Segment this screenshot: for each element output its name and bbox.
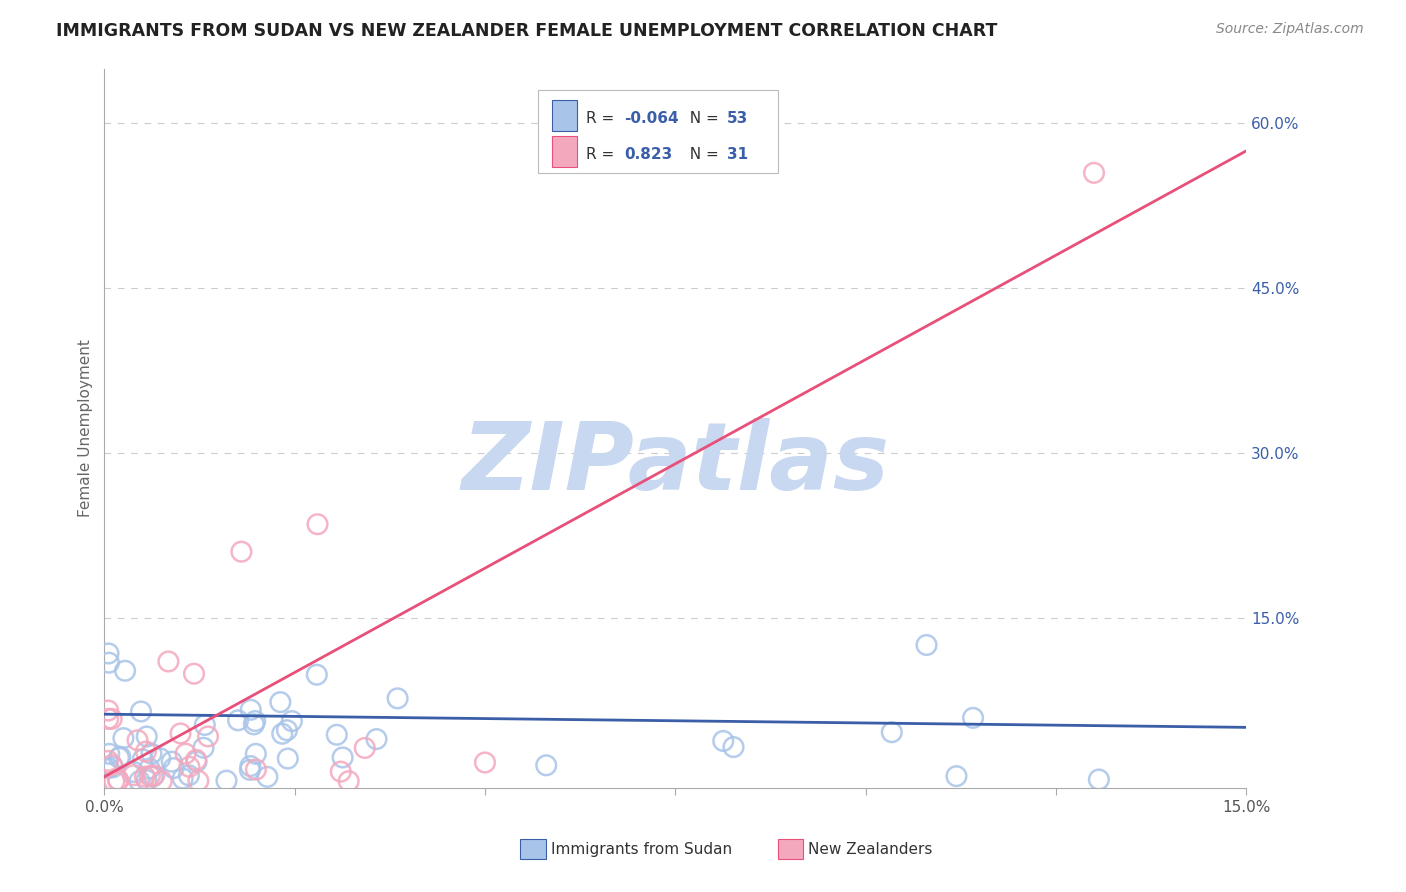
Point	[723, 740, 745, 755]
Point	[193, 740, 215, 755]
Point	[239, 703, 262, 717]
Point	[122, 764, 145, 779]
Point	[107, 772, 129, 787]
Point	[243, 717, 266, 731]
Point	[97, 761, 120, 775]
Text: N =: N =	[681, 111, 724, 126]
Point	[245, 763, 267, 777]
Text: 53: 53	[727, 111, 748, 126]
Point	[172, 772, 194, 786]
Point	[329, 764, 352, 779]
Point	[141, 747, 163, 761]
Y-axis label: Female Unemployment: Female Unemployment	[79, 339, 93, 517]
Point	[135, 730, 157, 744]
Point	[157, 655, 180, 669]
Point	[366, 732, 388, 747]
Point	[326, 728, 349, 742]
Text: 0.823: 0.823	[624, 147, 672, 162]
Point	[143, 768, 166, 782]
Point	[915, 638, 938, 652]
Point	[127, 733, 149, 747]
Point	[186, 755, 208, 769]
Text: R =: R =	[586, 111, 620, 126]
Point	[332, 750, 354, 764]
Point	[239, 763, 262, 777]
Text: -0.064: -0.064	[624, 111, 679, 126]
Point	[194, 718, 217, 732]
Point	[134, 770, 156, 784]
Point	[226, 714, 249, 728]
Point	[129, 705, 152, 719]
Point	[353, 741, 375, 756]
Point	[277, 751, 299, 765]
Point	[169, 726, 191, 740]
Point	[174, 747, 197, 761]
Point	[101, 760, 124, 774]
Point	[97, 647, 120, 661]
Point	[245, 714, 267, 728]
Text: Source: ZipAtlas.com: Source: ZipAtlas.com	[1216, 22, 1364, 37]
Point	[474, 756, 496, 770]
Point	[184, 753, 207, 767]
Text: New Zealanders: New Zealanders	[808, 842, 932, 856]
Point	[307, 517, 329, 532]
Point	[271, 727, 294, 741]
Point	[305, 667, 328, 681]
Point	[103, 774, 125, 789]
Text: Immigrants from Sudan: Immigrants from Sudan	[551, 842, 733, 856]
Point	[114, 664, 136, 678]
Point	[197, 730, 219, 744]
Point	[239, 759, 262, 773]
Point	[138, 762, 160, 776]
Point	[281, 714, 304, 728]
Point	[162, 761, 184, 775]
Point	[97, 656, 120, 670]
Point	[183, 666, 205, 681]
Point	[1088, 772, 1111, 787]
Text: 31: 31	[727, 147, 748, 162]
Text: N =: N =	[681, 147, 724, 162]
Point	[108, 750, 131, 764]
Point	[100, 712, 122, 726]
Point	[135, 745, 157, 759]
Point	[139, 769, 162, 783]
Point	[110, 749, 132, 764]
Point	[880, 725, 903, 739]
Point	[101, 758, 124, 772]
Point	[387, 691, 409, 706]
Point	[269, 695, 291, 709]
Text: IMMIGRANTS FROM SUDAN VS NEW ZEALANDER FEMALE UNEMPLOYMENT CORRELATION CHART: IMMIGRANTS FROM SUDAN VS NEW ZEALANDER F…	[56, 22, 998, 40]
Point	[337, 774, 360, 789]
Point	[276, 723, 298, 738]
Point	[142, 770, 165, 784]
Point	[536, 758, 558, 772]
Point	[711, 734, 734, 748]
Point	[112, 731, 135, 745]
Point	[97, 754, 120, 768]
Point	[962, 711, 984, 725]
Point	[179, 760, 201, 774]
Point	[97, 704, 120, 718]
Point	[945, 769, 967, 783]
Point	[122, 768, 145, 782]
Text: R =: R =	[586, 147, 620, 162]
Point	[135, 773, 157, 788]
Point	[245, 747, 267, 761]
Point	[1083, 166, 1105, 180]
Point	[98, 747, 121, 761]
Point	[187, 773, 209, 788]
Point	[177, 768, 200, 782]
Point	[107, 773, 129, 788]
Point	[128, 774, 150, 789]
Point	[132, 752, 155, 766]
Point	[256, 770, 278, 784]
Point	[231, 544, 253, 558]
Point	[150, 774, 173, 789]
Point	[97, 712, 120, 726]
Point	[160, 755, 183, 769]
Point	[149, 751, 172, 765]
Text: ZIPatlas: ZIPatlas	[461, 418, 890, 510]
Point	[215, 773, 238, 788]
